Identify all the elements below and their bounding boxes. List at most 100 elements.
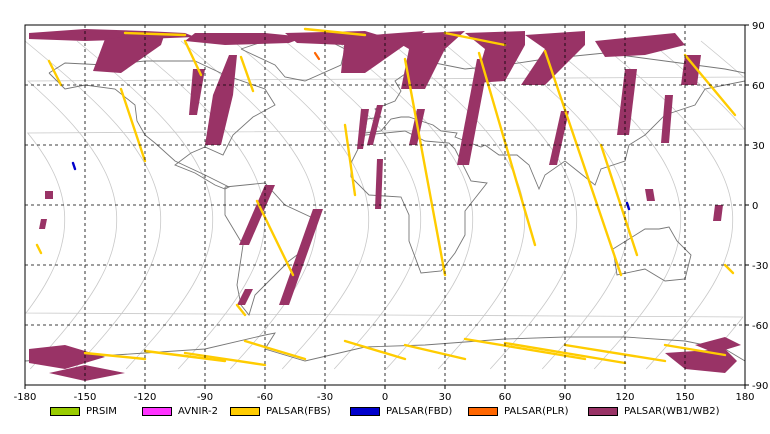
legend-swatch-palsar-fbd: [350, 406, 380, 416]
legend-swatch-palsar-plr: [468, 406, 498, 416]
orbit-track: [284, 40, 422, 370]
legend-item-palsar-fbs: PALSAR(FBS): [230, 403, 331, 419]
fbs-swath-fbs-ant-3: [183, 351, 267, 367]
wb-swath-antarctic-west-2: [49, 365, 125, 381]
fbs-swath-fbs-ant-9: [563, 343, 667, 363]
plr-swath-plr-1: [313, 51, 321, 61]
wb-swath-west-africa: [375, 159, 383, 209]
fbs-swath-fbs-13: [723, 263, 735, 275]
legend-label-palsar-fbs: PALSAR(FBS): [266, 405, 331, 417]
fbs-swath-fbs-2: [183, 39, 203, 77]
wb-swath-north-pacific: [93, 33, 165, 73]
fbs-swath-fbs-ant-10: [663, 343, 727, 357]
lat-tick-label: -90: [752, 381, 768, 392]
wb-swath-siberia-east: [595, 33, 685, 57]
coastline-south-america: [224, 182, 316, 316]
lon-tick-label: 150: [675, 392, 694, 403]
lat-tick-label: 0: [752, 201, 758, 212]
fbd-swath-fbd-2: [625, 201, 631, 211]
wb-swath-kamchatka: [681, 55, 701, 85]
fbs-swath-fbs-arc-3: [443, 31, 507, 47]
lat-tick-label: -30: [752, 261, 768, 272]
fbs-swath-fbs-3: [119, 87, 147, 163]
lon-tick-label: -120: [134, 392, 157, 403]
wb-swath-india-strip: [457, 59, 489, 165]
legend-swatch-avnir2: [142, 406, 172, 416]
legend-item-prism: PRSIM: [50, 403, 117, 419]
legend-label-avnir2: AVNIR-2: [178, 405, 218, 417]
lon-tick-label: -180: [14, 392, 37, 403]
lon-tick-label: 120: [615, 392, 634, 403]
lon-tick-label: -150: [74, 392, 97, 403]
fbs-swath-fbs-14: [35, 243, 43, 255]
fbs-swath-fbs-arc-2: [303, 27, 367, 37]
wb-swath-south-america-2: [279, 209, 323, 305]
wb-swath-hawaii-2: [39, 219, 47, 229]
legend: PRSIM AVNIR-2 PALSAR(FBS) PALSAR(FBD) PA…: [50, 403, 770, 419]
wb-swath-south-america-1: [239, 185, 275, 245]
fbd-swath-fbd-1: [71, 161, 77, 171]
orbit-track: [440, 40, 578, 370]
legend-swatch-prism: [50, 406, 80, 416]
lat-tick-label: 30: [752, 141, 765, 152]
fbs-swath-fbs-ant-8: [503, 341, 627, 365]
coastline-north-america: [48, 60, 276, 190]
fbs-swath-fbs-12: [235, 303, 247, 317]
lat-tick-label: -60: [752, 321, 768, 332]
legend-item-palsar-plr: PALSAR(PLR): [468, 403, 568, 419]
coastline-antarctica: [24, 332, 746, 362]
fbs-swath-fbs-6: [343, 123, 357, 197]
legend-item-palsar-wb: PALSAR(WB1/WB2): [588, 403, 720, 419]
lon-tick-label: -30: [317, 392, 333, 403]
lon-tick-label: 90: [559, 392, 572, 403]
wb-swath-north-america-west: [189, 69, 205, 115]
fbs-swath-fbs-5: [255, 199, 295, 277]
lon-tick-label: 60: [499, 392, 512, 403]
legend-swatch-palsar-wb: [588, 406, 618, 416]
fbs-swath-fbs-9: [543, 49, 623, 277]
legend-label-palsar-fbd: PALSAR(FBD): [386, 405, 453, 417]
legend-label-prism: PRSIM: [86, 405, 117, 417]
lat-tick-label: 60: [752, 81, 765, 92]
fbs-swath-fbs-arc-1: [123, 31, 187, 37]
wb-swath-iberia: [357, 109, 369, 149]
wb-swath-hawaii-1: [45, 191, 53, 199]
fbs-swath-fbs-11: [599, 143, 639, 257]
wb-swath-east-asia-1: [617, 69, 637, 135]
lon-tick-label: 180: [735, 392, 754, 403]
wb-swath-canada-arctic: [185, 33, 305, 45]
lon-tick-label: -90: [197, 392, 213, 403]
wb-swath-pacific-east: [645, 189, 655, 201]
lat-tick-label: 90: [752, 21, 765, 32]
wb-swath-siberia-west: [521, 31, 585, 85]
wb-swath-antarctic-east-2: [695, 337, 741, 353]
legend-label-palsar-plr: PALSAR(PLR): [504, 405, 569, 417]
lon-tick-label: 30: [439, 392, 452, 403]
wb-swath-europe-strip: [367, 105, 383, 145]
wb-swath-asia-strip: [549, 111, 569, 165]
lon-tick-label: -60: [257, 392, 273, 403]
wb-swath-south-america-3: [237, 289, 253, 305]
coastline-australia: [612, 226, 692, 282]
wb-swath-pacific-east-2: [713, 205, 723, 221]
wb-swath-east-asia-2: [661, 95, 673, 143]
axis-tick-labels: -180 -150 -120 -90 -60 -30 0 30 60 90 120 150 180 90 6…: [14, 21, 769, 403]
legend-swatch-palsar-fbs: [230, 406, 260, 416]
fbs-swath-fbs-7: [403, 57, 447, 277]
fbs-swath-fbs-ant-4: [243, 339, 307, 361]
legend-item-avnir2: AVNIR-2: [142, 403, 218, 419]
fbs-swath-fbs-ant-1: [83, 351, 147, 361]
fbs-swath-fbs-ant-6: [403, 343, 467, 361]
legend-item-palsar-fbd: PALSAR(FBD): [350, 403, 452, 419]
fbs-swath-fbs-ant-2: [143, 349, 227, 363]
fbs-swath-fbs-4: [239, 55, 255, 93]
wb-swath-antarctic-west: [29, 345, 105, 369]
fbs-swath-fbs-ant-5: [343, 339, 407, 361]
legend-label-palsar-wb: PALSAR(WB1/WB2): [624, 405, 720, 417]
wb-swath-north-america-east: [205, 55, 237, 145]
lon-tick-label: 0: [382, 392, 388, 403]
orbit-track: [596, 40, 734, 370]
fbs-swath-fbs-1: [47, 59, 63, 87]
